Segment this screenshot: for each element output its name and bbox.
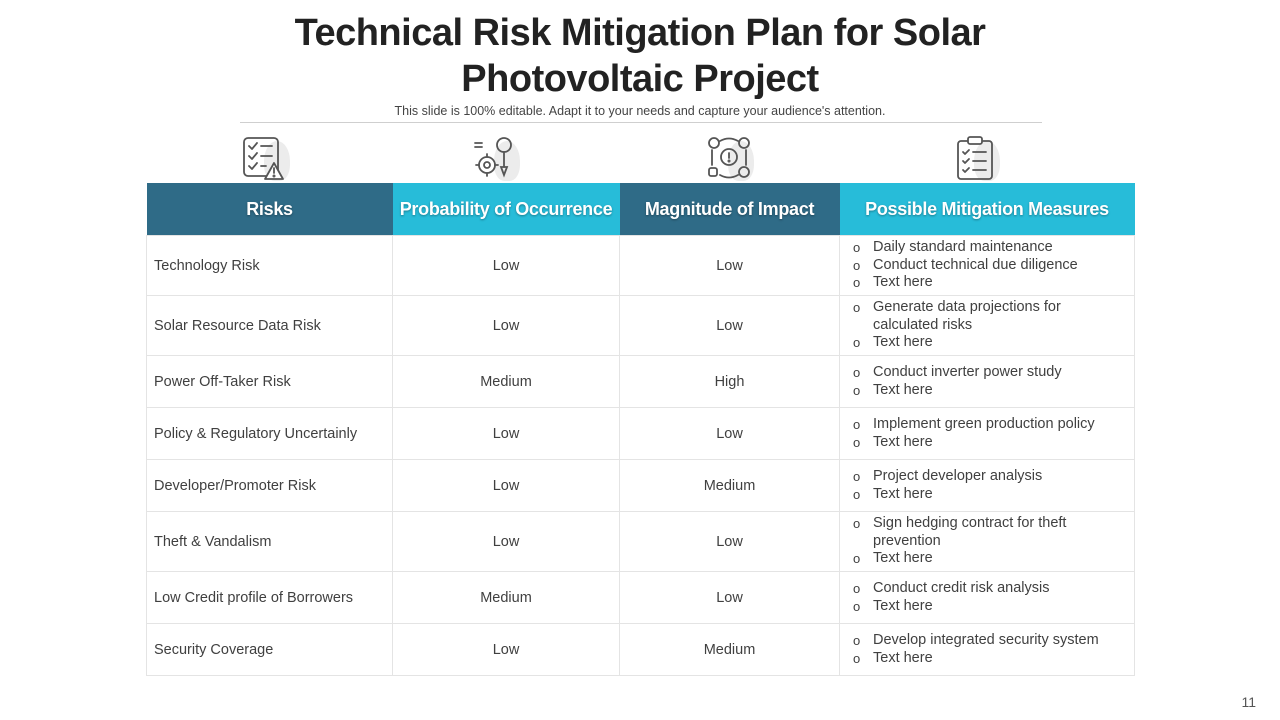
measure-item: Generate data projections for calculated… [847, 299, 1127, 334]
measures-cell: Implement green production policy Text h… [839, 407, 1135, 460]
impact-cell: Medium [619, 623, 840, 676]
measures-cell: Project developer analysis Text here [839, 459, 1135, 512]
measure-item: Text here [847, 434, 1127, 452]
probability-cell: Low [392, 511, 620, 572]
probability-cell: Low [392, 623, 620, 676]
title-divider [240, 122, 1042, 123]
header-risks: Risks [146, 183, 393, 236]
risk-cell: Technology Risk [146, 235, 393, 296]
gears-cycle-icon [696, 133, 756, 183]
risk-cell: Low Credit profile of Borrowers [146, 571, 393, 624]
measure-item: Develop integrated security system [847, 632, 1127, 650]
measure-item: Text here [847, 334, 1127, 352]
slide-subtitle: This slide is 100% editable. Adapt it to… [394, 104, 886, 118]
measures-cell: Daily standard maintenance Conduct techn… [839, 235, 1135, 296]
impact-cell: High [619, 355, 840, 408]
risk-cell: Developer/Promoter Risk [146, 459, 393, 512]
measure-item: Sign hedging contract for theft preventi… [847, 515, 1127, 550]
measures-cell: Develop integrated security system Text … [839, 623, 1135, 676]
table-row: Low Credit profile of Borrowers Medium L… [146, 571, 1135, 624]
impact-cell: Low [619, 235, 840, 296]
measure-item: Text here [847, 650, 1127, 668]
risk-cell: Policy & Regulatory Uncertainly [146, 407, 393, 460]
measures-cell: Conduct inverter power study Text here [839, 355, 1135, 408]
measure-item: Conduct credit risk analysis [847, 580, 1127, 598]
probability-cell: Low [392, 459, 620, 512]
table-row: Solar Resource Data Risk Low Low Generat… [146, 295, 1135, 356]
measure-item: Text here [847, 598, 1127, 616]
slide-title: Technical Risk Mitigation Plan for Solar… [0, 10, 1280, 102]
probability-cell: Low [392, 235, 620, 296]
slide-title-line-2: Photovoltaic Project [461, 58, 819, 100]
measure-item: Text here [847, 486, 1127, 504]
table-row: Power Off-Taker Risk Medium High Conduct… [146, 355, 1135, 408]
risk-mitigation-table: Risks Probability of Occurrence Magnitud… [146, 183, 1135, 676]
header-mitigation: Possible Mitigation Measures [839, 183, 1135, 236]
measures-cell: Sign hedging contract for theft preventi… [839, 511, 1135, 572]
table-row: Security Coverage Low Medium Develop int… [146, 623, 1135, 676]
table-row: Technology Risk Low Low Daily standard m… [146, 235, 1135, 296]
header-probability: Probability of Occurrence [392, 183, 620, 236]
page-number: 11 [1241, 694, 1256, 710]
checklist-warning-icon [232, 133, 292, 183]
measure-item: Text here [847, 274, 1127, 292]
impact-cell: Medium [619, 459, 840, 512]
risk-cell: Solar Resource Data Risk [146, 295, 393, 356]
table-row: Theft & Vandalism Low Low Sign hedging c… [146, 511, 1135, 572]
impact-cell: Low [619, 511, 840, 572]
risk-cell: Theft & Vandalism [146, 511, 393, 572]
measure-item: Conduct technical due diligence [847, 257, 1127, 275]
table-header-row: Risks Probability of Occurrence Magnitud… [146, 183, 1135, 236]
measures-cell: Generate data projections for calculated… [839, 295, 1135, 356]
risk-cell: Power Off-Taker Risk [146, 355, 393, 408]
impact-cell: Low [619, 295, 840, 356]
measure-item: Conduct inverter power study [847, 364, 1127, 382]
header-impact: Magnitude of Impact [619, 183, 840, 236]
probability-cell: Medium [392, 355, 620, 408]
table-row: Developer/Promoter Risk Low Medium Proje… [146, 459, 1135, 512]
measure-item: Project developer analysis [847, 468, 1127, 486]
impact-cell: Low [619, 407, 840, 460]
measures-cell: Conduct credit risk analysis Text here [839, 571, 1135, 624]
measure-item: Text here [847, 550, 1127, 568]
gear-lightbulb-icon [462, 133, 522, 183]
risk-cell: Security Coverage [146, 623, 393, 676]
measure-item: Text here [847, 382, 1127, 400]
measure-item: Implement green production policy [847, 416, 1127, 434]
table-row: Policy & Regulatory Uncertainly Low Low … [146, 407, 1135, 460]
measure-item: Daily standard maintenance [847, 239, 1127, 257]
column-icons [146, 133, 1134, 183]
probability-cell: Medium [392, 571, 620, 624]
probability-cell: Low [392, 295, 620, 356]
probability-cell: Low [392, 407, 620, 460]
clipboard-checklist-icon [942, 133, 1002, 183]
slide-title-line-1: Technical Risk Mitigation Plan for Solar [294, 12, 986, 54]
impact-cell: Low [619, 571, 840, 624]
